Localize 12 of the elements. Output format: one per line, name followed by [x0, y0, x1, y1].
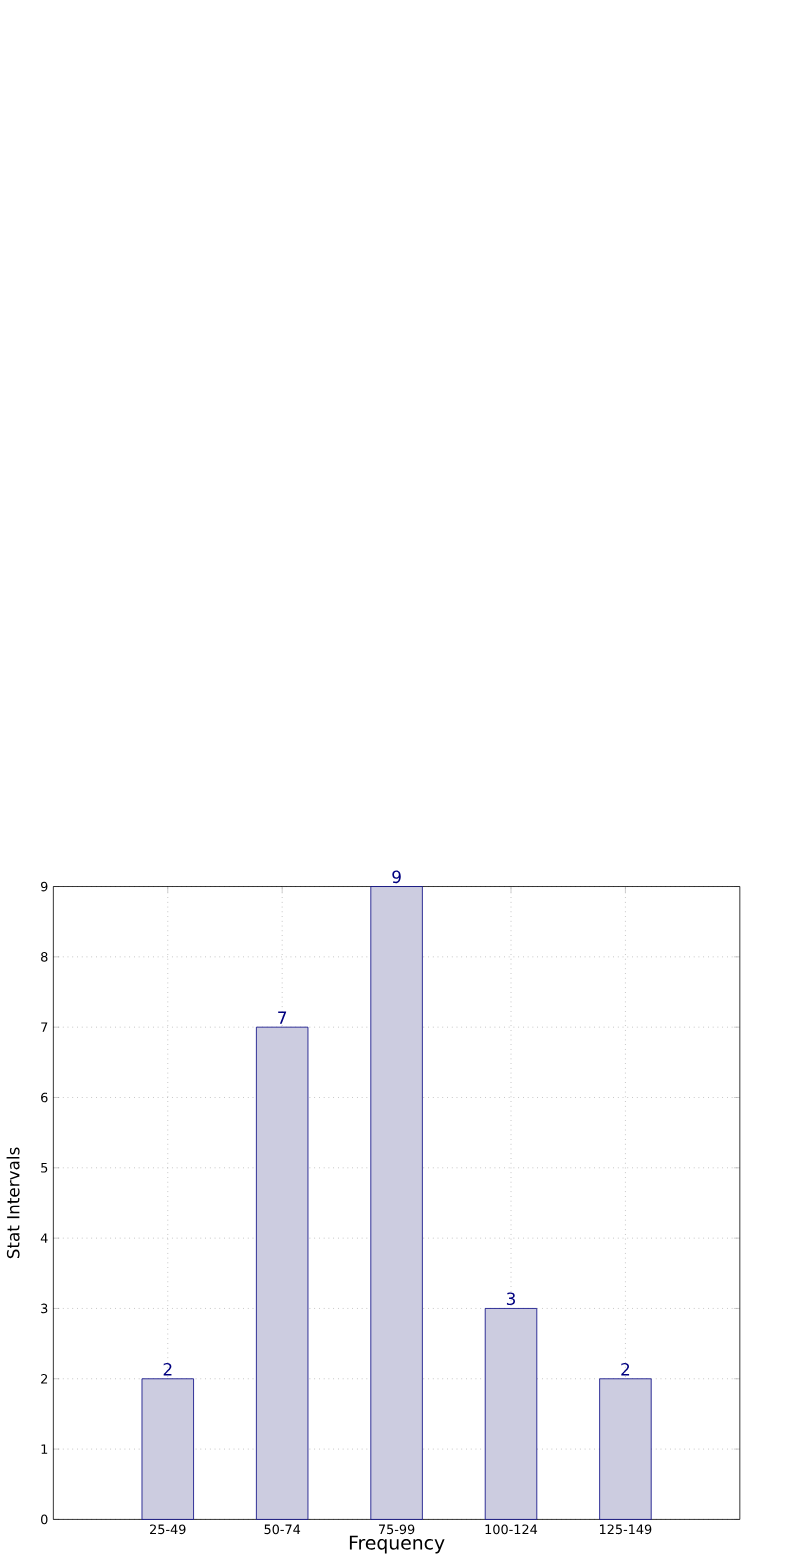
bar	[370, 886, 423, 1520]
data-label: 9	[392, 870, 401, 884]
bar	[599, 1378, 652, 1520]
bar	[256, 1026, 309, 1520]
data-label: 7	[278, 1011, 287, 1024]
y-axis-title: Stat Intervals	[6, 1147, 20, 1259]
data-label: 2	[163, 1362, 172, 1376]
bar	[484, 1308, 538, 1520]
bar	[141, 1378, 195, 1520]
data-label: 2	[621, 1362, 630, 1376]
x-axis-title: Frequency	[350, 1535, 445, 1554]
data-label: 3	[507, 1292, 516, 1306]
